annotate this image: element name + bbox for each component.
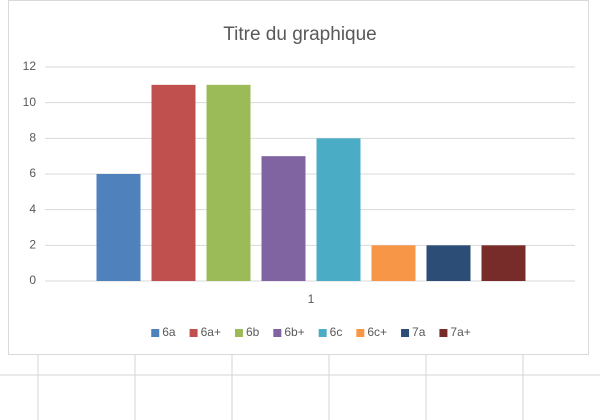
y-tick-label: 0 <box>29 273 36 287</box>
legend-swatch <box>234 329 243 337</box>
legend-swatch <box>356 329 365 337</box>
y-tick-label: 8 <box>29 131 36 145</box>
y-tick-label: 12 <box>23 59 37 73</box>
legend-label: 6c <box>330 325 343 339</box>
legend-swatch <box>401 329 410 337</box>
legend-label: 6c+ <box>367 325 387 339</box>
legend-label: 6b+ <box>284 325 304 339</box>
y-tick-label: 2 <box>29 238 36 252</box>
legend-swatch <box>439 329 448 337</box>
legend-label: 6b <box>246 325 260 339</box>
y-tick-label: 10 <box>23 95 37 109</box>
bar <box>316 138 361 281</box>
legend-label: 7a <box>412 325 426 339</box>
bar <box>206 84 251 281</box>
chart-title: Titre du graphique <box>223 24 377 45</box>
y-tick-label: 4 <box>29 202 36 216</box>
legend-swatch <box>273 329 282 337</box>
legend-label: 6a <box>162 325 176 339</box>
bar <box>371 245 416 281</box>
bar <box>96 174 141 281</box>
legend-swatch <box>318 329 327 337</box>
bar <box>426 245 471 281</box>
bar <box>481 245 526 281</box>
y-tick-label: 6 <box>29 166 36 180</box>
legend-swatch <box>151 329 160 337</box>
x-tick-label: 1 <box>308 292 315 306</box>
bar <box>261 156 306 281</box>
bar <box>151 84 196 281</box>
spreadsheet-grid <box>0 355 600 420</box>
legend-label: 7a+ <box>450 325 470 339</box>
legend-label: 6a+ <box>201 325 221 339</box>
legend-swatch <box>189 329 198 337</box>
